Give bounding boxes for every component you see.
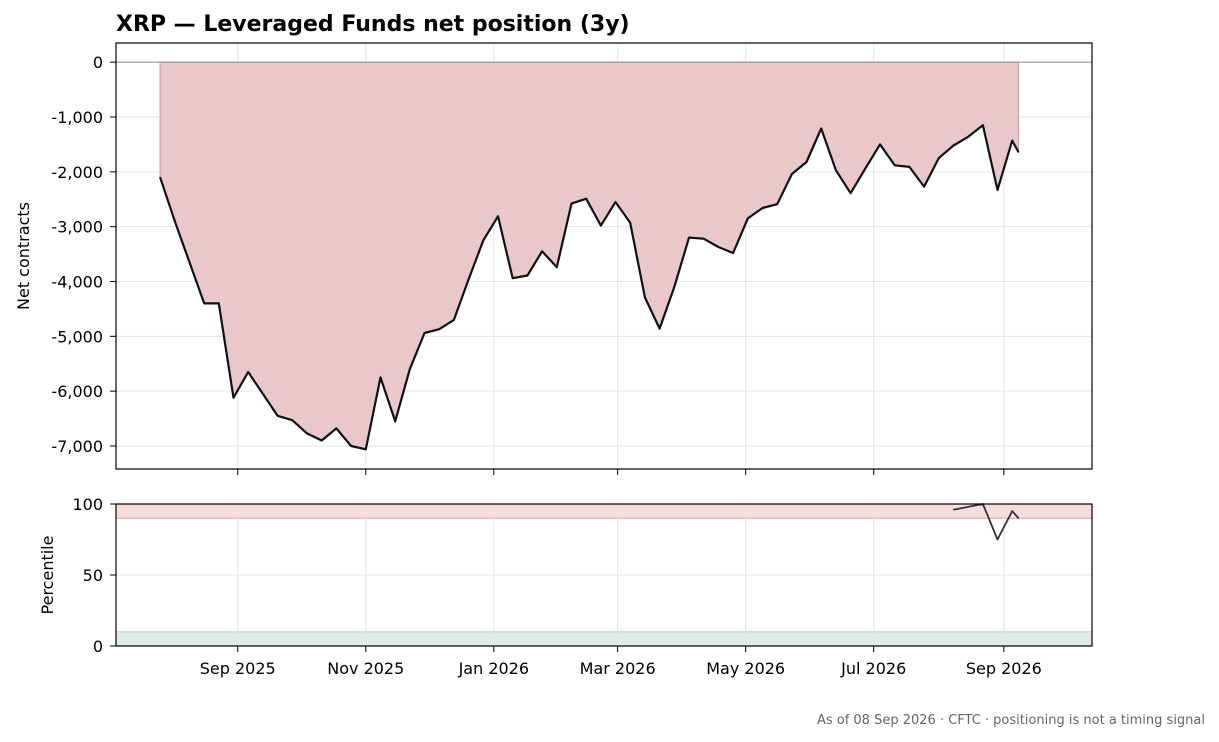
main-y-tick-label: 0 <box>93 53 103 72</box>
net-position-point <box>879 143 881 145</box>
net-position-point <box>262 393 264 395</box>
net-position-point <box>585 198 587 200</box>
net-position-point <box>659 328 661 330</box>
x-tick-label: Nov 2025 <box>327 659 404 678</box>
net-position-point <box>747 217 749 219</box>
net-position-point <box>894 164 896 166</box>
percentile-point <box>996 538 999 541</box>
net-position-point <box>203 302 205 304</box>
x-tick-label: Jul 2026 <box>840 659 906 678</box>
main-line-layer <box>159 124 1020 451</box>
net-position-point <box>717 246 720 248</box>
net-position-point <box>570 203 573 205</box>
net-position-point <box>835 169 837 171</box>
net-position-point <box>423 332 426 334</box>
main-y-tick-label: -2,000 <box>51 163 103 182</box>
net-position-point <box>541 250 543 252</box>
percentile-y-axis: 0 50 100 <box>72 495 116 656</box>
net-position-point <box>335 427 337 429</box>
main-y-tick-label: -4,000 <box>51 272 103 291</box>
net-position-point <box>159 176 161 178</box>
net-position-point <box>673 286 675 288</box>
net-position-point <box>703 238 705 240</box>
main-y-axis-label: Net contracts <box>14 202 33 310</box>
net-position-point <box>365 448 367 450</box>
percentile-band <box>116 504 1092 519</box>
net-position-point <box>776 203 778 205</box>
x-tick-label: May 2026 <box>706 659 785 678</box>
net-position-point <box>512 277 514 279</box>
net-position-point <box>850 192 852 194</box>
net-position-point <box>409 368 411 370</box>
net-position-point <box>232 397 235 399</box>
net-position-point <box>188 261 191 263</box>
net-position-line <box>159 124 1020 451</box>
percentile-y-axis-label: Percentile <box>38 536 57 615</box>
percentile-y-tick-label: 50 <box>83 566 103 585</box>
net-position-point <box>820 127 822 130</box>
net-position-point <box>908 166 911 168</box>
net-position-point <box>556 266 558 268</box>
net-position-point <box>629 222 631 224</box>
net-position-point <box>453 319 455 321</box>
percentile-point <box>1011 510 1013 512</box>
net-position-point <box>791 173 793 175</box>
net-position-point <box>277 415 279 417</box>
main-plot-frame <box>115 42 1093 470</box>
percentile-point <box>952 509 955 511</box>
net-position-point <box>732 252 734 254</box>
net-position-point <box>864 168 866 170</box>
net-position-point <box>600 225 602 227</box>
percentile-x-axis: Sep 2025 Nov 2025 Jan 2026 Mar 2026 May 2026… <box>200 646 1042 678</box>
percentile-y-tick-label: 100 <box>72 495 103 514</box>
main-y-tick-label: -7,000 <box>51 437 103 456</box>
net-position-point <box>614 201 617 203</box>
net-position-point <box>967 136 969 138</box>
main-y-tick-label: -6,000 <box>51 382 103 401</box>
net-position-point <box>996 189 999 191</box>
net-position-point <box>321 439 323 442</box>
net-position-point <box>468 278 470 280</box>
main-y-axis: 0 -1,000 -2,000 -3,000 -4,000 -5,000 -6,000 -7,… <box>51 53 116 456</box>
net-position-point <box>1017 151 1020 153</box>
percentile-bands <box>116 504 1092 646</box>
net-position-point <box>247 371 249 373</box>
net-position-point <box>805 161 808 163</box>
net-position-point <box>306 432 308 434</box>
main-y-tick-label: -5,000 <box>51 327 103 346</box>
percentile-gridlines <box>116 504 1092 646</box>
net-position-point <box>497 215 499 217</box>
net-position-point <box>218 302 220 304</box>
main-y-tick-label: -3,000 <box>51 218 103 237</box>
net-position-point <box>644 296 646 298</box>
net-position-point <box>394 420 396 422</box>
x-tick-label: Sep 2026 <box>966 659 1042 678</box>
percentile-point <box>1017 517 1020 519</box>
net-position-point <box>174 220 176 222</box>
chart-title: XRP — Leveraged Funds net position (3y) <box>116 12 630 37</box>
net-position-point <box>952 144 955 147</box>
net-position-point <box>526 274 529 277</box>
footnote: As of 08 Sep 2026 · CFTC · positioning i… <box>817 713 1205 728</box>
x-tick-label: Mar 2026 <box>580 659 656 678</box>
main-x-axis <box>237 469 1005 475</box>
net-position-point <box>982 124 984 126</box>
net-position-point <box>923 186 925 188</box>
net-position-point <box>438 328 440 330</box>
net-position-point <box>938 157 940 159</box>
net-position-point <box>379 376 382 378</box>
net-position-point <box>1011 140 1013 142</box>
percentile-band <box>116 631 1092 646</box>
net-position-point <box>482 239 484 241</box>
x-tick-label: Sep 2025 <box>200 659 276 678</box>
percentile-y-tick-label: 0 <box>93 637 103 656</box>
net-position-point <box>291 419 293 421</box>
main-y-tick-label: -1,000 <box>51 108 103 127</box>
net-position-point <box>761 207 764 209</box>
net-position-point <box>350 445 352 447</box>
x-tick-label: Jan 2026 <box>458 659 529 678</box>
net-position-point <box>688 237 690 239</box>
